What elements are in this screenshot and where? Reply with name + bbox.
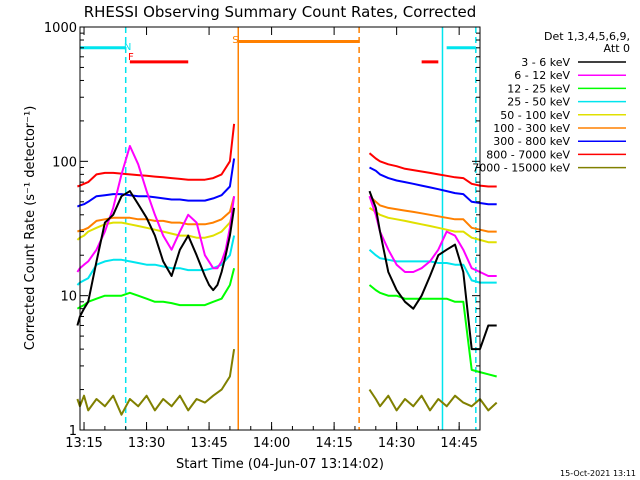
- x-tick-label-1345: 13:45: [190, 436, 227, 451]
- y-tick-label-10: 10: [60, 290, 77, 305]
- series-7-segment-2: [368, 152, 497, 188]
- legend-label-4: 50 - 100 keV: [500, 109, 570, 122]
- series-1-segment-2: [368, 195, 497, 277]
- x-tick-label-1430: 14:30: [378, 436, 415, 451]
- series-0-segment-1: [76, 190, 236, 326]
- legend-label-3: 25 - 50 keV: [507, 96, 570, 109]
- series-4-segment-2: [368, 207, 497, 244]
- x-tick-label-1400: 14:00: [253, 436, 290, 451]
- plot-frame: [79, 26, 481, 431]
- y-tick-label-1: 1: [69, 424, 77, 439]
- legend-label-1: 6 - 12 keV: [514, 69, 570, 82]
- legend-label-8: 7000 - 15000 keV: [472, 162, 570, 175]
- x-tick-label-1445: 14:45: [440, 436, 477, 451]
- flag-label-n: N: [124, 42, 131, 53]
- series-8-segment-2: [368, 389, 498, 412]
- legend-header-line-1: Det 1,3,4,5,6,9,: [544, 30, 630, 43]
- legend-label-0: 3 - 6 keV: [521, 56, 570, 69]
- series-3-segment-1: [76, 235, 236, 286]
- x-axis-label: Start Time (04-Jun-07 13:14:02): [176, 457, 384, 472]
- x-tick-label-1315: 13:15: [65, 436, 102, 451]
- y-axis-label: Corrected Count Rate (s⁻¹ detector⁻¹): [23, 106, 38, 351]
- series-2-segment-1: [76, 267, 236, 310]
- plot-area: NF S 1 10 100 1000 13:15 13:30 13:45 14:00 14:15 14…: [44, 21, 626, 451]
- legend-label-2: 12 - 25 keV: [507, 82, 570, 95]
- legend-label-7: 800 - 7000 keV: [486, 148, 570, 161]
- flag-label-s: S: [232, 35, 238, 46]
- chart-title: RHESSI Observing Summary Count Rates, Co…: [84, 3, 477, 21]
- legend-label-6: 300 - 800 keV: [493, 135, 570, 148]
- series-6-segment-2: [369, 166, 497, 206]
- x-tick-label-1415: 14:15: [315, 436, 352, 451]
- timestamp-label: 15-Oct-2021 13:11: [560, 469, 636, 478]
- x-tick-label-1330: 13:30: [128, 436, 165, 451]
- y-tick-label-100: 100: [52, 155, 77, 170]
- flag-label-f: F: [128, 52, 134, 63]
- series-5-segment-2: [368, 195, 497, 233]
- series-8-segment-1: [76, 348, 236, 416]
- y-tick-label-1000: 1000: [44, 21, 77, 36]
- legend-label-5: 100 - 300 keV: [493, 122, 570, 135]
- series-7-segment-1: [77, 123, 236, 188]
- series-6-segment-1: [76, 158, 236, 208]
- series-5-segment-1: [77, 195, 236, 233]
- series-1-segment-1: [76, 145, 236, 273]
- series-2-segment-2: [368, 284, 497, 378]
- legend-header-line-2: Att 0: [604, 42, 630, 55]
